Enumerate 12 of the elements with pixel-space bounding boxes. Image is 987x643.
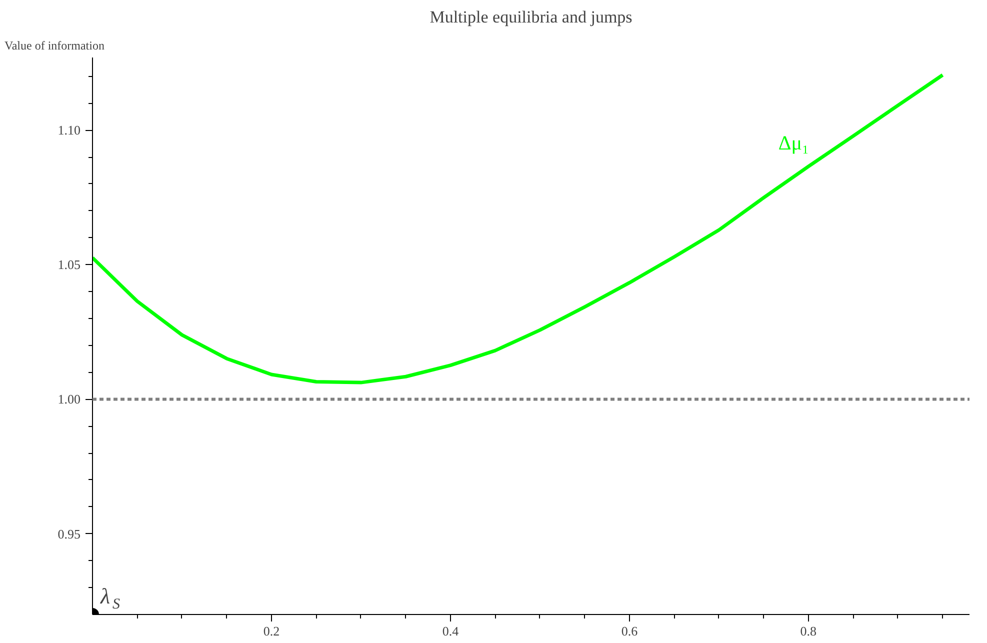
series-label: Δμ₁ [778,132,809,154]
line-series [92,73,944,384]
y-tick-label: 1.10 [58,122,80,138]
y-axis-title: Value of information [4,38,104,52]
x-tick-label: 0.6 [621,624,638,638]
x-tick-label: 0.2 [263,624,280,638]
y-tick-label: 1.05 [58,257,80,272]
chart-title: Multiple equilibria and jumps [430,8,632,26]
y-tick-label: 0.95 [58,526,80,542]
x-tick-label: 0.8 [800,624,817,638]
y-tick-label: 1.00 [58,392,80,407]
x-tick-label: 0.4 [442,624,460,638]
